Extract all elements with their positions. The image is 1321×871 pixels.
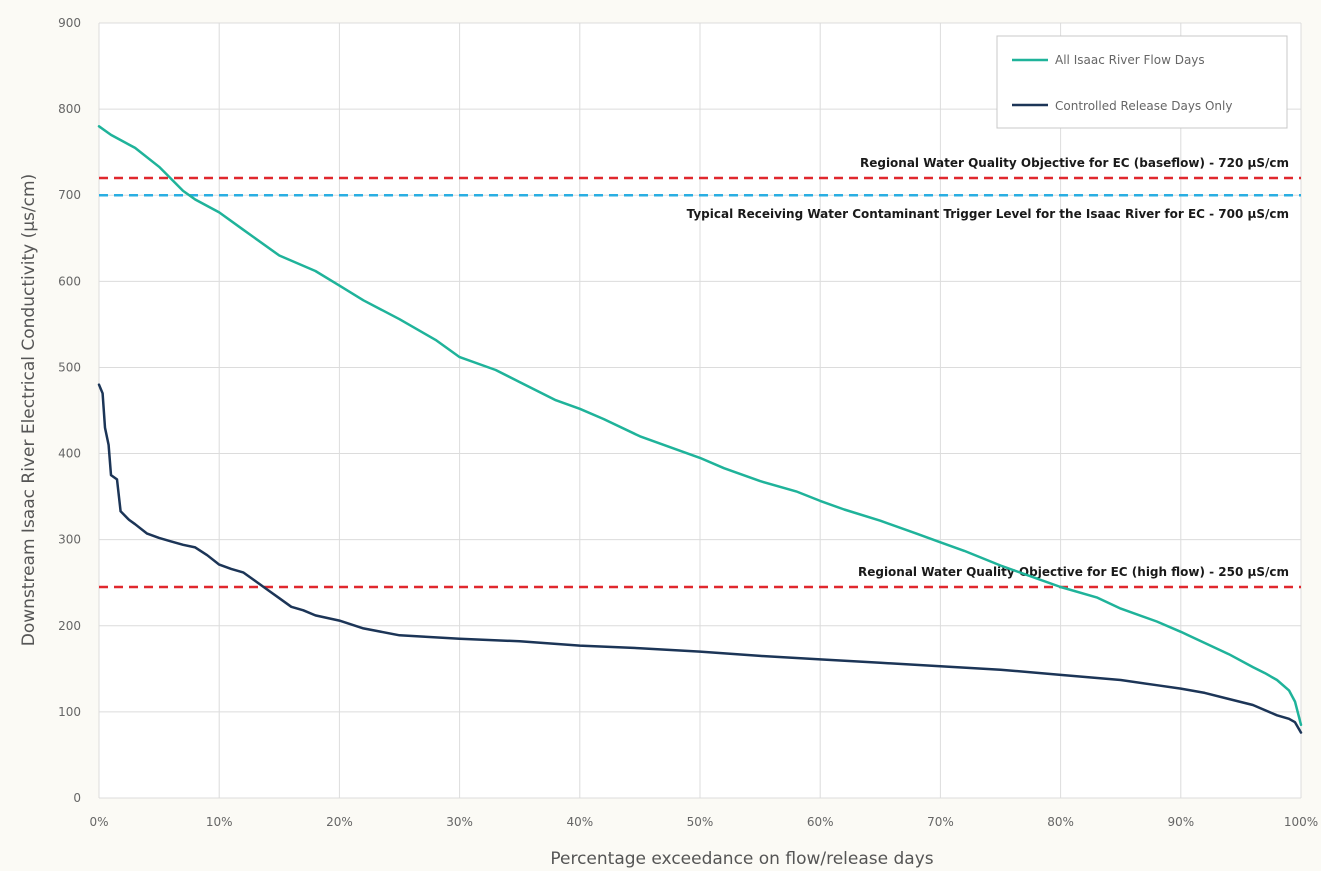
series-lines xyxy=(97,125,1303,734)
x-axis-title: Percentage exceedance on flow/release da… xyxy=(550,849,933,869)
y-tick-label: 500 xyxy=(58,360,81,374)
y-tick-labels: 0 100 200 300 400 500 600 700 800 900 xyxy=(58,16,81,805)
series-line-controlled-release xyxy=(97,383,1303,734)
legend-label-controlled-release: Controlled Release Days Only xyxy=(1055,99,1232,113)
legend-box xyxy=(996,35,1288,129)
x-tick-labels: 0% 10% 20% 30% 40% 50% 60% 70% 80% 90% 100% xyxy=(89,815,1318,829)
y-tick-label: 100 xyxy=(58,705,81,719)
legend: All Isaac River Flow Days Controlled Rel… xyxy=(996,35,1288,129)
x-tick-label: 0% xyxy=(89,815,108,829)
series-line-all-flow-days xyxy=(97,125,1303,727)
x-tick-label: 70% xyxy=(927,815,954,829)
y-axis-title: Downstream Isaac River Electrical Conduc… xyxy=(19,174,39,646)
y-tick-label: 900 xyxy=(58,16,81,30)
x-tick-label: 90% xyxy=(1167,815,1194,829)
y-tick-label: 300 xyxy=(58,533,81,547)
reference-line-label: Regional Water Quality Objective for EC … xyxy=(860,156,1289,170)
y-tick-label: 600 xyxy=(58,274,81,288)
x-tick-label: 50% xyxy=(687,815,714,829)
x-tick-label: 80% xyxy=(1047,815,1074,829)
x-gridlines xyxy=(98,23,1302,798)
y-tick-label: 200 xyxy=(58,619,81,633)
reference-line-label: Typical Receiving Water Contaminant Trig… xyxy=(687,207,1289,221)
legend-label-all-flow-days: All Isaac River Flow Days xyxy=(1055,53,1205,67)
y-tick-label: 0 xyxy=(73,791,81,805)
x-tick-label: 40% xyxy=(566,815,593,829)
x-tick-label: 30% xyxy=(446,815,473,829)
x-tick-label: 60% xyxy=(807,815,834,829)
reference-line-label: Regional Water Quality Objective for EC … xyxy=(858,565,1289,579)
y-tick-label: 400 xyxy=(58,447,81,461)
y-tick-label: 800 xyxy=(58,102,81,116)
y-tick-label: 700 xyxy=(58,188,81,202)
x-tick-label: 100% xyxy=(1284,815,1318,829)
x-tick-label: 20% xyxy=(326,815,353,829)
x-tick-label: 10% xyxy=(206,815,233,829)
reference-lines: Regional Water Quality Objective for EC … xyxy=(99,156,1301,589)
